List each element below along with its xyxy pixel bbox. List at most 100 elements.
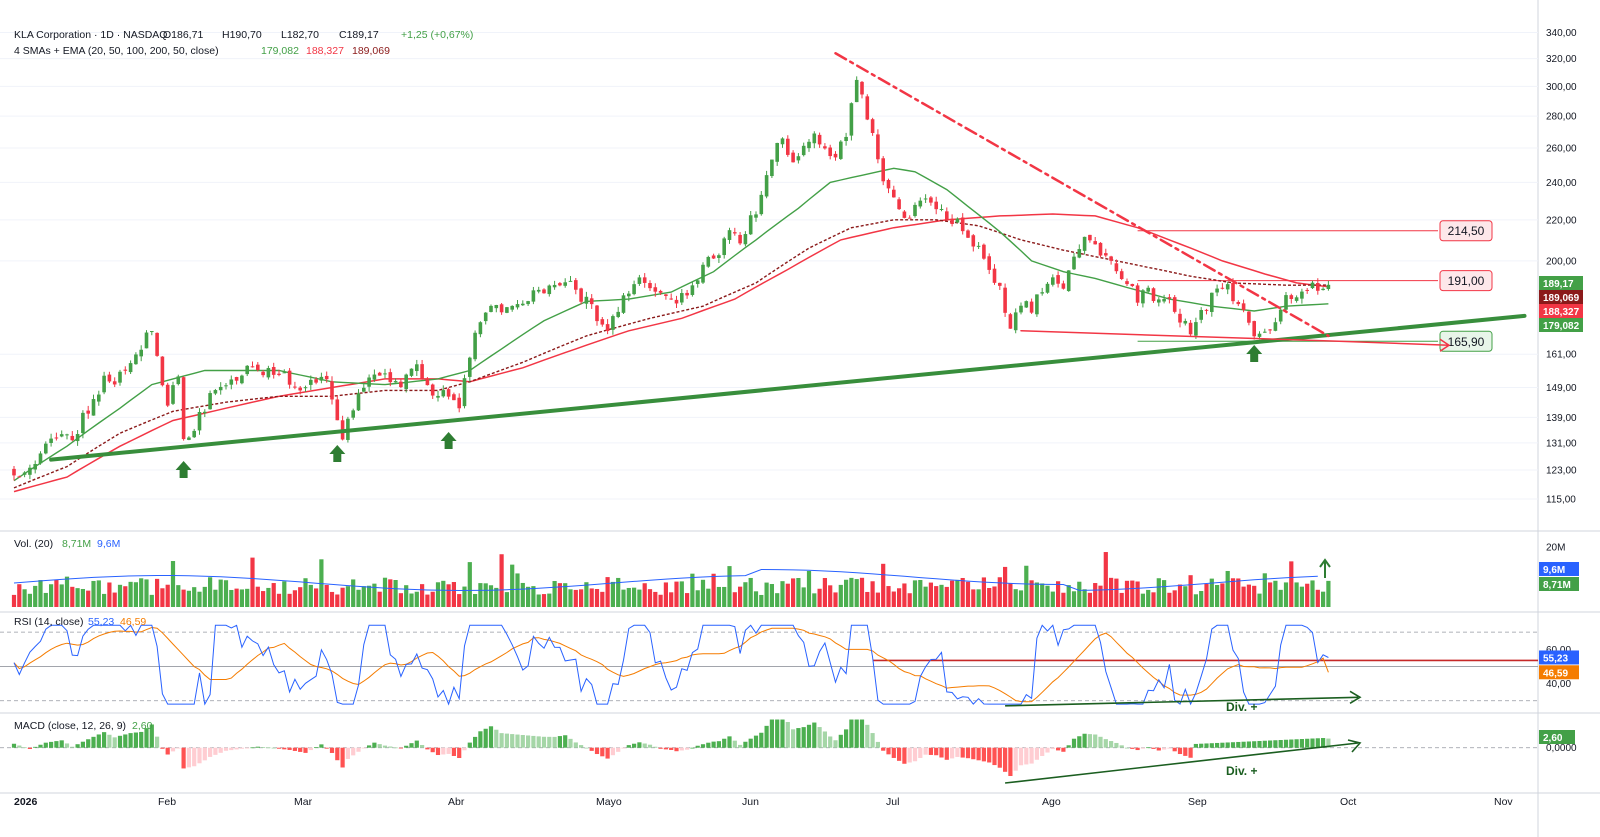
volume-bar — [1050, 591, 1055, 607]
candle-body — [1125, 281, 1129, 285]
macd-histogram-bar — [1140, 747, 1145, 749]
rsi-axis[interactable]: 60,00 40,00 55,23 46,59 — [1539, 645, 1579, 690]
macd-histogram-bar — [600, 747, 605, 757]
volume-bar — [473, 594, 478, 607]
volume-bar — [345, 586, 350, 607]
macd-histogram-bar — [499, 733, 504, 748]
volume-bar — [1093, 583, 1098, 607]
macd-histogram-bar — [22, 747, 27, 749]
rsi-tick-label: 40,00 — [1546, 679, 1571, 690]
level-label-box — [1439, 270, 1493, 292]
volume-bar — [568, 589, 573, 607]
level-label: 191,00 — [1448, 274, 1485, 288]
volume-bar — [791, 578, 796, 607]
volume-bar — [17, 584, 22, 607]
candle-body — [616, 311, 620, 317]
macd-histogram-bar — [91, 736, 96, 748]
candle-body — [81, 412, 85, 434]
volume-bar — [912, 580, 918, 607]
macd-histogram-bar — [123, 734, 128, 748]
candle-body — [165, 384, 170, 406]
macd-histogram-bar — [1146, 747, 1151, 749]
candle-body — [637, 277, 642, 284]
volume-bar — [276, 593, 282, 607]
macd-label-box — [1539, 730, 1575, 744]
volume-bar — [192, 587, 197, 607]
candle-body — [1109, 256, 1113, 261]
macd-histogram-bar — [828, 736, 833, 748]
macd-histogram-bar — [1246, 741, 1251, 748]
macd-histogram-bar — [229, 747, 234, 751]
ohlc-low: L182,70 — [281, 29, 319, 41]
volume-bar — [706, 588, 711, 607]
candle-body — [1151, 288, 1156, 302]
candle-body — [452, 394, 456, 401]
candle-body — [1247, 311, 1251, 323]
macd-histogram-bar — [1321, 738, 1326, 748]
volume-bar — [64, 576, 70, 607]
macd-histogram-bar — [117, 735, 123, 748]
macd-histogram-bar — [679, 747, 684, 751]
macd-histogram-bar — [584, 747, 589, 749]
macd-histogram-bar — [674, 747, 679, 752]
candle-body — [955, 218, 960, 223]
horizontal-levels[interactable]: 214,50 191,00 165,90 — [1137, 220, 1493, 352]
candle-body — [1215, 288, 1219, 293]
volume-bar — [928, 582, 933, 607]
macd-histogram-bar — [658, 747, 663, 749]
candle-body — [722, 238, 726, 256]
macd-histogram-bar — [1135, 747, 1140, 751]
volume-bar — [218, 579, 223, 607]
volume-bar — [987, 587, 992, 607]
volume-bar — [139, 578, 144, 607]
candle-body — [1135, 285, 1140, 303]
trend-lines[interactable] — [49, 52, 1527, 462]
candle-body — [499, 304, 504, 313]
macd-histogram-bar — [478, 731, 483, 748]
price-axis[interactable]: 340,00 320,00 300,00 280,00 260,00 240,00 220,… — [1539, 28, 1583, 505]
macd-histogram-bar — [11, 743, 17, 748]
candle-body — [1278, 309, 1283, 322]
macd-histogram-bar — [324, 747, 329, 749]
candle-body — [627, 293, 631, 297]
volume-bar — [510, 564, 515, 607]
time-axis[interactable]: 2026 Feb Mar Abr Mayo Jun Jul Ago Sep Oct Nov — [14, 796, 1513, 808]
volume-bar — [1045, 585, 1050, 607]
candle-body — [1157, 299, 1161, 303]
macd-histogram-bar — [139, 731, 144, 748]
volume-bar — [38, 580, 43, 607]
volume-bar — [960, 577, 965, 607]
volume-bar — [1299, 586, 1304, 607]
volume-axis[interactable]: 20M 9,6M 8,71M — [1539, 543, 1579, 592]
candle-body — [552, 284, 557, 288]
candle-body — [807, 141, 811, 149]
volume-bar — [1156, 578, 1161, 607]
volume-bar — [536, 594, 541, 607]
ohlc-close: C189,17 — [339, 29, 379, 41]
macd-histogram-bar — [462, 747, 467, 751]
candle-body — [134, 354, 138, 365]
macd-histogram-bar — [923, 747, 928, 755]
volume-bar — [727, 566, 732, 607]
candle-body — [256, 364, 260, 371]
candle-body — [388, 372, 393, 383]
volume-bar — [801, 587, 806, 607]
volume-bar — [796, 578, 801, 607]
volume-bar — [663, 582, 668, 607]
candle-body — [1289, 295, 1294, 299]
macd-histogram-bar — [1199, 743, 1204, 748]
candle-body — [197, 412, 202, 431]
macd-histogram-bar — [409, 743, 414, 748]
volume-bar — [1071, 591, 1077, 607]
volume-bar — [1162, 580, 1167, 607]
candle-body — [155, 332, 159, 356]
time-tick-label: 2026 — [14, 796, 38, 808]
macd-histogram-bar — [245, 747, 250, 749]
candle-body — [1130, 283, 1135, 286]
candle-body — [695, 280, 700, 284]
volume-bar — [743, 582, 748, 607]
macd-histogram-bar — [393, 747, 398, 749]
candle-body — [91, 399, 96, 416]
